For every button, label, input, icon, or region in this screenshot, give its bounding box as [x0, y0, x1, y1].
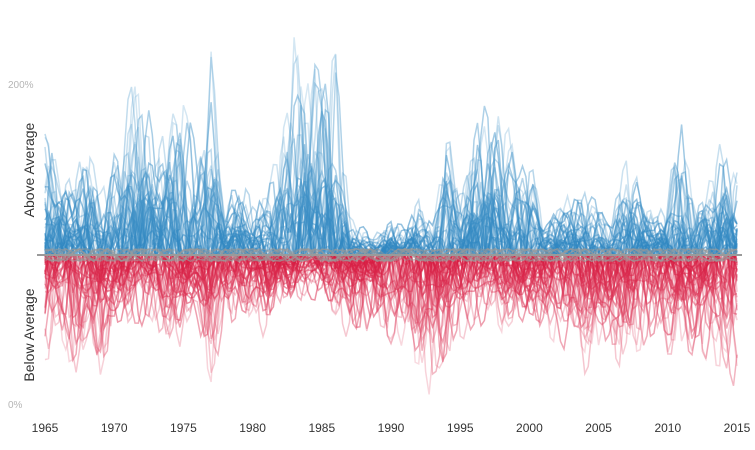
above-series-group [44, 37, 738, 255]
series-line-below [44, 255, 736, 340]
series-line-below [44, 255, 734, 300]
series-line-above [67, 191, 738, 255]
series-line-above [70, 132, 738, 255]
y-tick-label: 200% [8, 80, 34, 91]
series-line-below [44, 255, 719, 345]
series-line-below [65, 255, 738, 377]
x-tick-label: 1965 [32, 421, 59, 435]
series-line-above [54, 54, 738, 255]
series-lines [44, 37, 738, 395]
series-line-below [44, 255, 738, 383]
series-line-below [44, 255, 738, 354]
series-line-above [44, 122, 712, 255]
x-tick-label: 1990 [378, 421, 405, 435]
x-tick-label: 1980 [239, 421, 266, 435]
above-average-label: Above Average [21, 122, 37, 217]
series-line-below [73, 255, 736, 395]
x-tick-label: 2015 [724, 421, 751, 435]
series-line-near-average [44, 247, 738, 263]
series-line-near-average [44, 247, 738, 263]
series-line-near-average [44, 247, 738, 263]
series-line-above [45, 108, 738, 255]
series-line-below [55, 255, 738, 366]
series-line-below [45, 255, 713, 357]
x-tick-label: 2000 [516, 421, 543, 435]
x-tick-label: 1985 [308, 421, 335, 435]
series-line-below [44, 255, 710, 304]
below-average-label: Below Average [21, 288, 37, 381]
x-tick-label: 1975 [170, 421, 197, 435]
x-tick-label: 2005 [585, 421, 612, 435]
series-line-above [44, 191, 738, 255]
series-line-above [44, 105, 737, 255]
x-tick-label: 2010 [654, 421, 681, 435]
x-axis: 1965 1970 1975 1980 1985 1990 1995 2000 2005 2010… [32, 421, 751, 435]
y-axis: 0% 200% [8, 80, 34, 411]
series-line-near-average [44, 247, 738, 263]
x-tick-label: 1995 [447, 421, 474, 435]
series-line-near-average [44, 247, 738, 263]
series-line-above [44, 138, 712, 255]
y-tick-label: 0% [8, 400, 23, 411]
below-series-group [44, 255, 738, 395]
x-tick-label: 1970 [101, 421, 128, 435]
series-line-below [44, 255, 738, 363]
series-line-above [44, 86, 729, 255]
series-line-below [61, 255, 738, 343]
series-line-near-average [44, 247, 738, 263]
series-line-above [44, 179, 733, 255]
series-line-below [44, 255, 735, 343]
series-line-below [44, 255, 734, 303]
